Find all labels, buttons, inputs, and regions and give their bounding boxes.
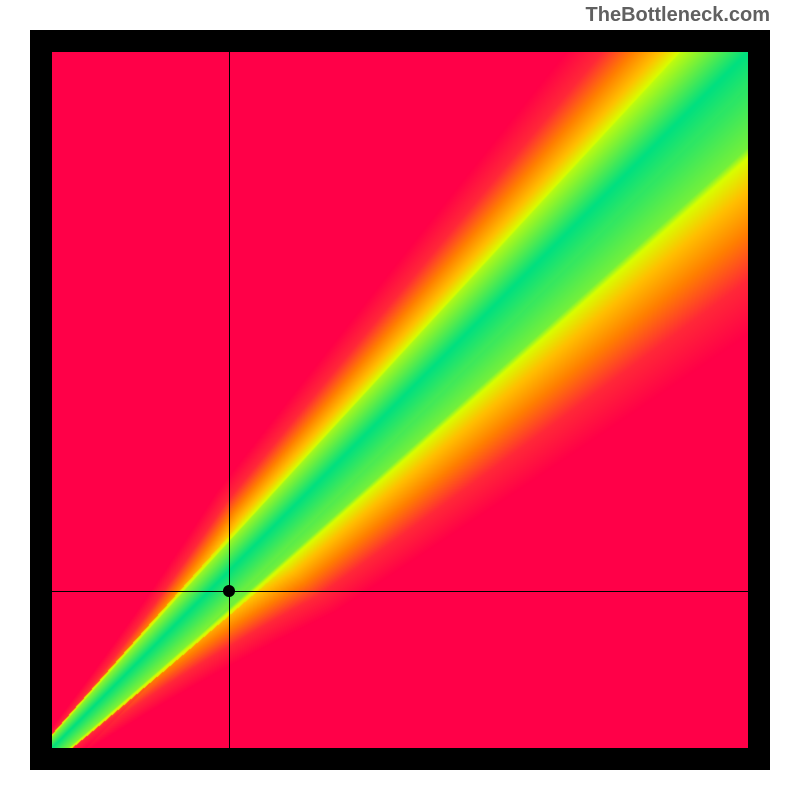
crosshair-marker (223, 585, 235, 597)
crosshair-horizontal (52, 591, 748, 592)
watermark-text: TheBottleneck.com (586, 4, 770, 27)
plot-border (30, 30, 770, 770)
crosshair-vertical (229, 52, 230, 748)
plot-area (52, 52, 748, 748)
chart-container: { "watermark": "TheBottleneck.com", "ima… (0, 0, 800, 800)
heatmap-canvas (52, 52, 748, 748)
